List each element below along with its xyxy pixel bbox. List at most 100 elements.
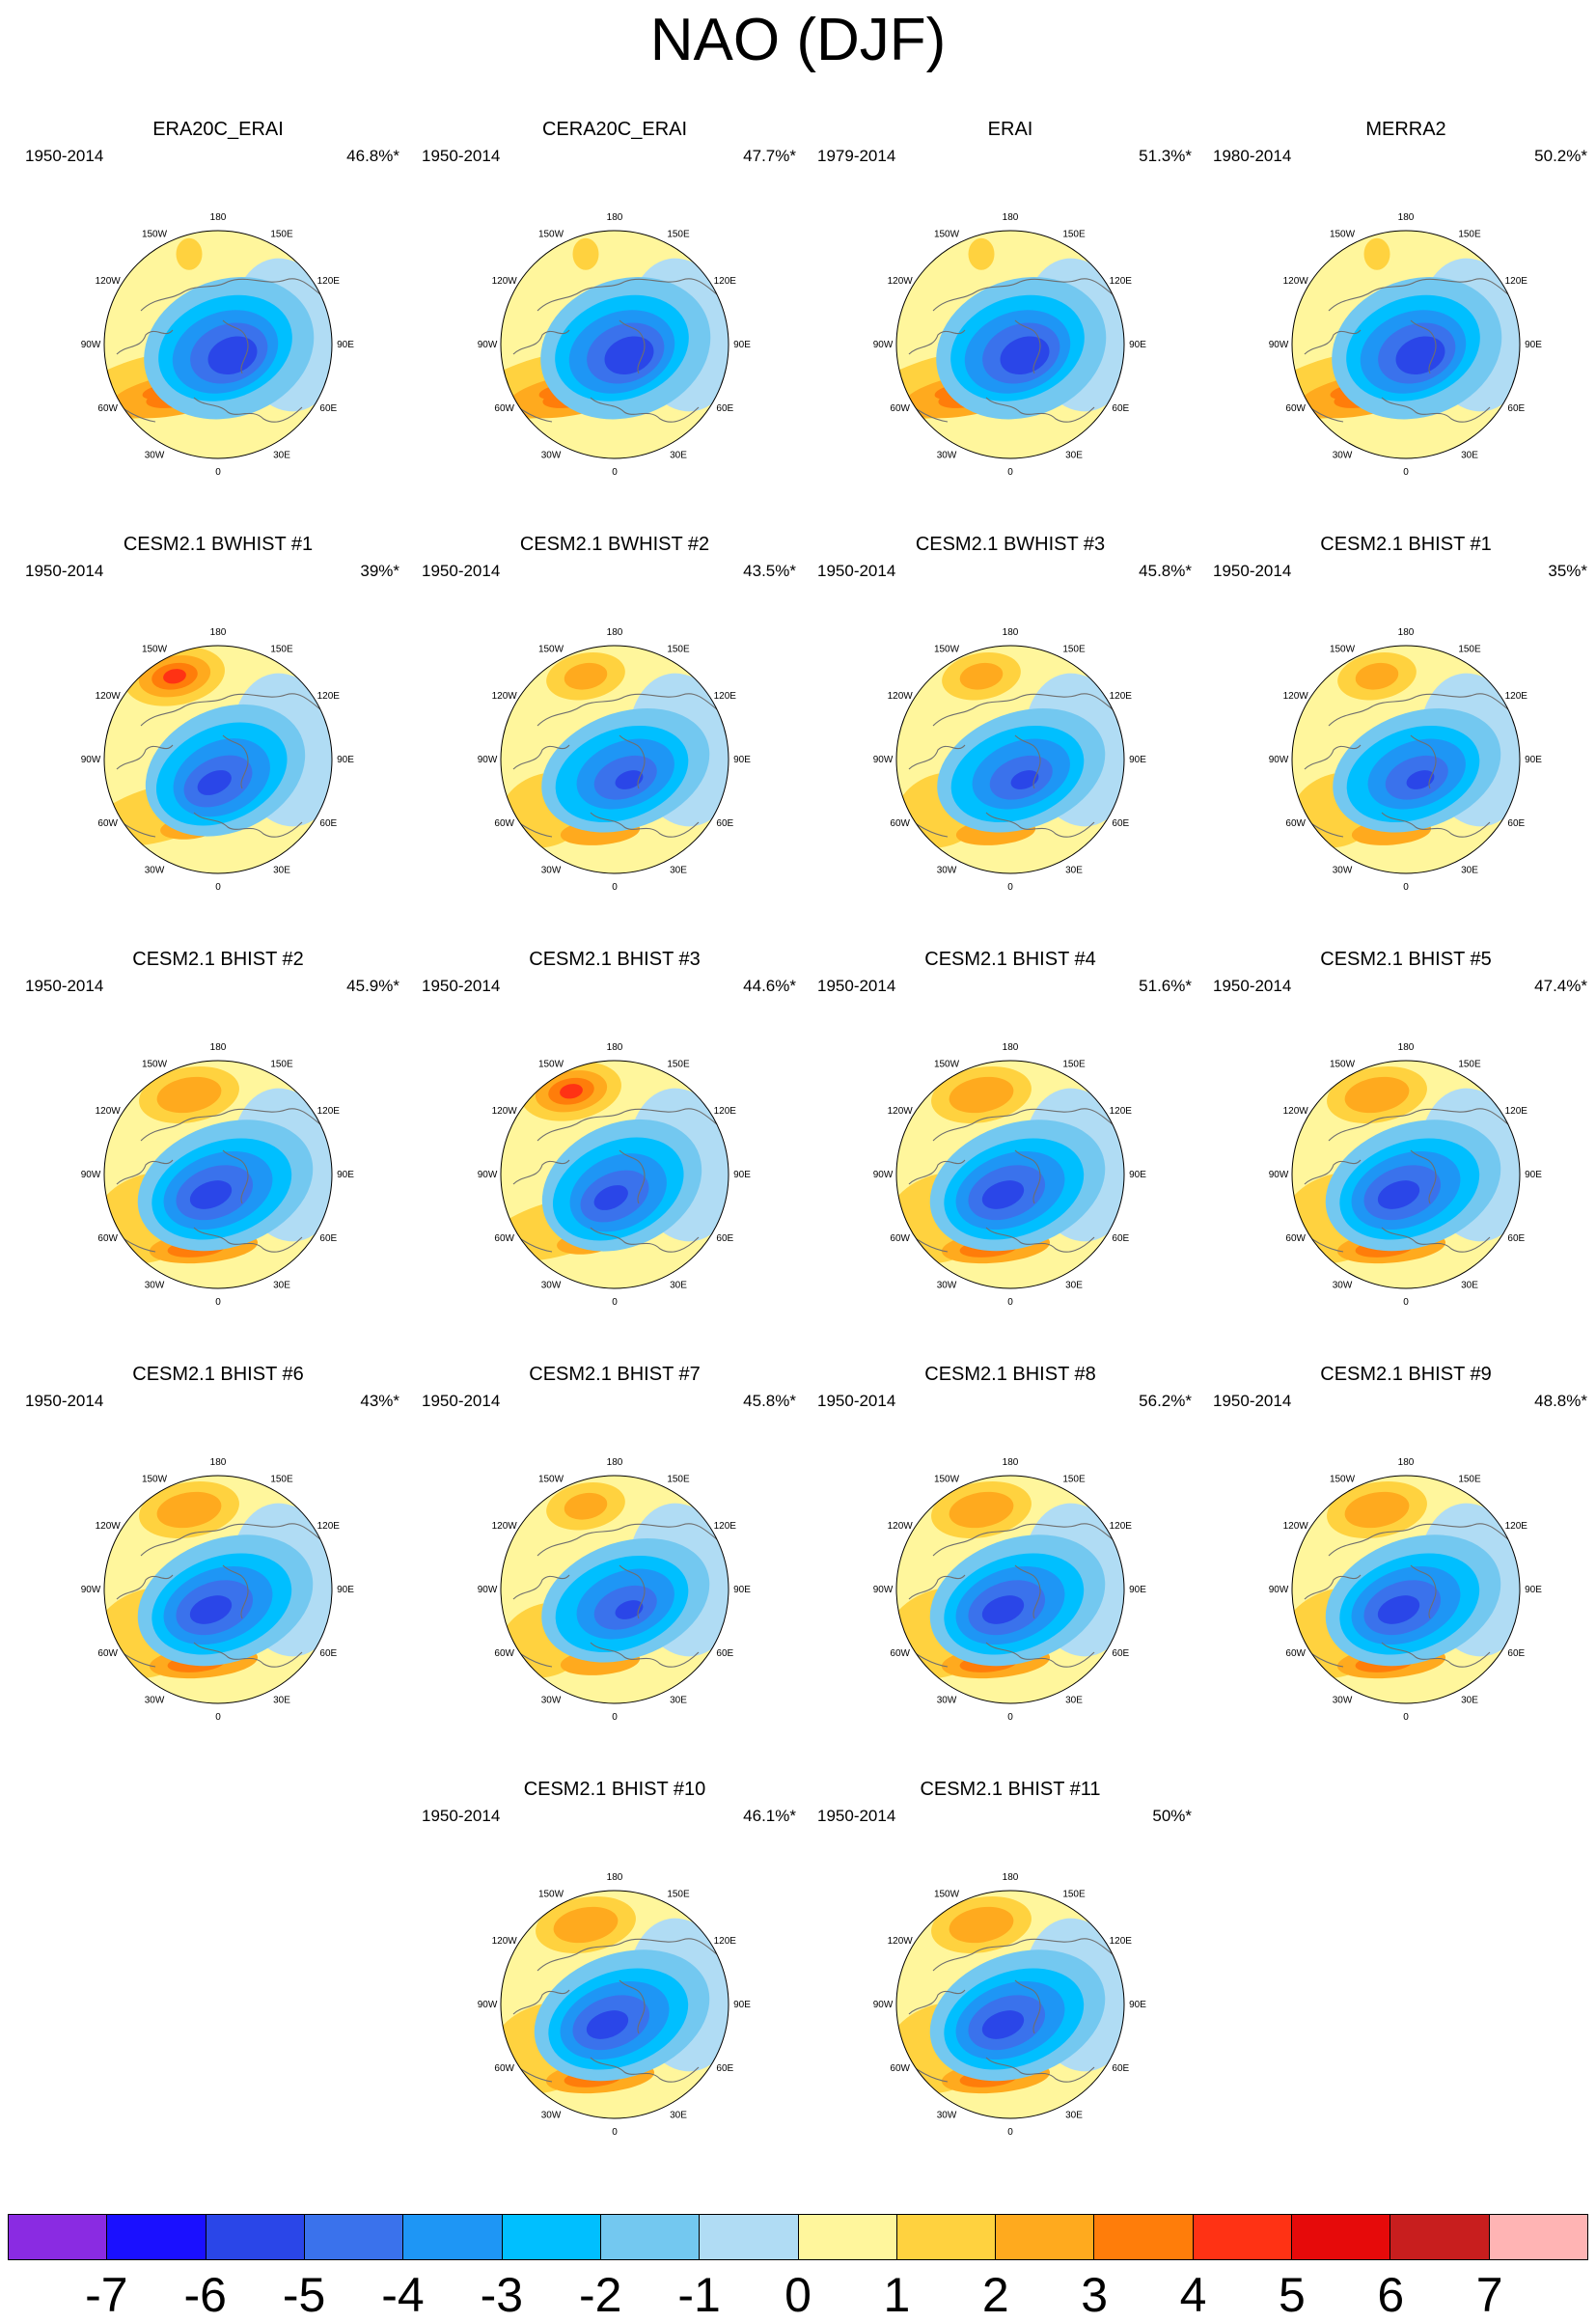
- longitude-label: 30W: [1333, 1280, 1353, 1290]
- anomaly-contour: [981, 2010, 1025, 2039]
- longitude-label: 60W: [97, 1648, 118, 1659]
- polar-map: 180 150E 120E 90E 60E 30E 0 30W 60W 90W 120W 150W: [81, 1457, 355, 1723]
- map-boundary: [500, 230, 729, 459]
- anomaly-contour: [1363, 237, 1390, 270]
- anomaly-contour: [163, 669, 186, 684]
- longitude-label: 30E: [670, 1695, 687, 1705]
- longitude-label: 0: [1403, 467, 1409, 478]
- longitude-label: 0: [612, 1297, 618, 1308]
- polar-map: 180 150E 120E 90E 60E 30E 0 30W 60W 90W 120W 150W: [873, 627, 1147, 893]
- longitude-label: 0: [1007, 1712, 1013, 1723]
- panel-years: 1950-2014: [1213, 977, 1292, 995]
- polar-map: 180 150E 120E 90E 60E 30E 0 30W 60W 90W 120W 150W: [1269, 1457, 1543, 1723]
- longitude-label: 120W: [492, 276, 518, 287]
- anomaly-contour: [949, 1906, 1014, 1944]
- longitude-label: 180: [607, 1042, 623, 1053]
- map-boundary: [103, 645, 333, 874]
- colorbar-label: 0: [784, 2268, 812, 2322]
- longitude-label: 150W: [1330, 1475, 1356, 1485]
- map-panel: ERA20C_ERAI 1950-2014 46.8%* 180 150E 120E 90E…: [25, 118, 411, 533]
- map-boundary: [1291, 230, 1521, 459]
- longitude-label: 180: [1398, 212, 1415, 223]
- map-panel: MERRA2 1980-2014 50.2%* 180 150E 120E 90E 60E 30…: [1213, 118, 1596, 533]
- panel-title: CESM2.1 BHIST #2: [132, 949, 304, 970]
- longitude-label: 150E: [1458, 1060, 1481, 1070]
- anomaly-contour: [1344, 1076, 1410, 1114]
- longitude-label: 150W: [1330, 230, 1356, 240]
- longitude-label: 30W: [1333, 865, 1353, 875]
- longitude-label: 150W: [142, 645, 168, 655]
- map-panel: CESM2.1 BWHIST #2 1950-2014 43.5%* 180 150E 1…: [422, 533, 808, 948]
- longitude-label: 60E: [1112, 2063, 1129, 2074]
- longitude-label: 90W: [873, 1585, 894, 1595]
- longitude-label: 60E: [1112, 1648, 1129, 1659]
- longitude-label: 150W: [934, 1060, 960, 1070]
- colorbar-segment: [1094, 2215, 1194, 2259]
- longitude-label: 30W: [937, 865, 957, 875]
- coastline: [898, 1108, 1122, 1253]
- map-panel: CESM2.1 BHIST #4 1950-2014 51.6%* 180 150E 12…: [817, 948, 1203, 1363]
- longitude-label: 150W: [538, 1475, 564, 1485]
- map-boundary: [103, 230, 333, 459]
- longitude-label: 30W: [145, 865, 165, 875]
- longitude-label: 90W: [1269, 340, 1289, 350]
- colorbar-segment: [403, 2215, 503, 2259]
- longitude-label: 90E: [337, 1585, 354, 1595]
- longitude-label: 150W: [934, 1890, 960, 1900]
- longitude-label: 150E: [270, 1060, 293, 1070]
- longitude-label: 60E: [1112, 818, 1129, 829]
- longitude-label: 30E: [670, 865, 687, 875]
- panel-years: 1950-2014: [817, 977, 896, 995]
- polar-map: 180 150E 120E 90E 60E 30E 0 30W 60W 90W 120W 150W: [81, 1042, 355, 1308]
- longitude-label: 30W: [937, 1280, 957, 1290]
- panel-title: CESM2.1 BHIST #7: [529, 1364, 701, 1385]
- anomaly-contour: [1377, 1595, 1420, 1624]
- longitude-label: 90W: [478, 1585, 498, 1595]
- longitude-label: 180: [607, 1457, 623, 1468]
- longitude-label: 0: [215, 1297, 221, 1308]
- longitude-label: 90E: [733, 2000, 751, 2010]
- panel-variance: 45.8%*: [1139, 562, 1192, 580]
- longitude-label: 30E: [273, 1280, 290, 1290]
- polar-map: 180 150E 120E 90E 60E 30E 0 30W 60W 90W 120W 150W: [873, 212, 1147, 478]
- longitude-label: 120W: [1283, 1521, 1309, 1532]
- colorbar-segment: [304, 2215, 404, 2259]
- panel-years: 1950-2014: [422, 977, 501, 995]
- longitude-label: 0: [1403, 1297, 1409, 1308]
- longitude-label: 120W: [888, 1521, 914, 1532]
- colorbar-segment: [700, 2215, 799, 2259]
- longitude-label: 0: [215, 467, 221, 478]
- colorbar-segment: [206, 2215, 305, 2259]
- panel-variance: 50.2%*: [1534, 147, 1587, 165]
- longitude-label: 90W: [478, 2000, 498, 2010]
- anomaly-contour: [553, 1906, 619, 1944]
- longitude-label: 180: [210, 212, 227, 223]
- polar-map: 180 150E 120E 90E 60E 30E 0 30W 60W 90W 120W 150W: [478, 627, 752, 893]
- colorbar-label: 6: [1377, 2268, 1405, 2322]
- map-boundary: [1291, 1060, 1521, 1289]
- longitude-label: 60E: [716, 818, 733, 829]
- longitude-label: 30W: [541, 1695, 562, 1705]
- longitude-label: 90E: [337, 1170, 354, 1180]
- colorbar-segment: [600, 2215, 701, 2259]
- longitude-label: 30E: [1461, 450, 1478, 460]
- longitude-label: 150E: [270, 1475, 293, 1485]
- anomaly-contour: [207, 336, 258, 375]
- longitude-label: 120E: [714, 1106, 737, 1117]
- map-panel: CESM2.1 BHIST #6 1950-2014 43%* 180 150E 120E…: [25, 1363, 411, 1778]
- longitude-label: 60W: [1285, 403, 1306, 414]
- longitude-label: 120E: [1505, 1106, 1528, 1117]
- colorbar-segment: [9, 2215, 108, 2259]
- longitude-label: 90W: [1269, 1585, 1289, 1595]
- panel-variance: 48.8%*: [1534, 1392, 1587, 1410]
- polar-map: 180 150E 120E 90E 60E 30E 0 30W 60W 90W 120W 150W: [478, 1457, 752, 1723]
- panel-title: CESM2.1 BHIST #11: [920, 1779, 1101, 1800]
- longitude-label: 60W: [494, 818, 514, 829]
- longitude-label: 60W: [890, 818, 910, 829]
- map-boundary: [103, 1060, 333, 1289]
- coastline: [503, 278, 727, 423]
- longitude-label: 90E: [1129, 1585, 1146, 1595]
- longitude-label: 150E: [1458, 645, 1481, 655]
- longitude-label: 90E: [337, 340, 354, 350]
- longitude-label: 30E: [1065, 865, 1083, 875]
